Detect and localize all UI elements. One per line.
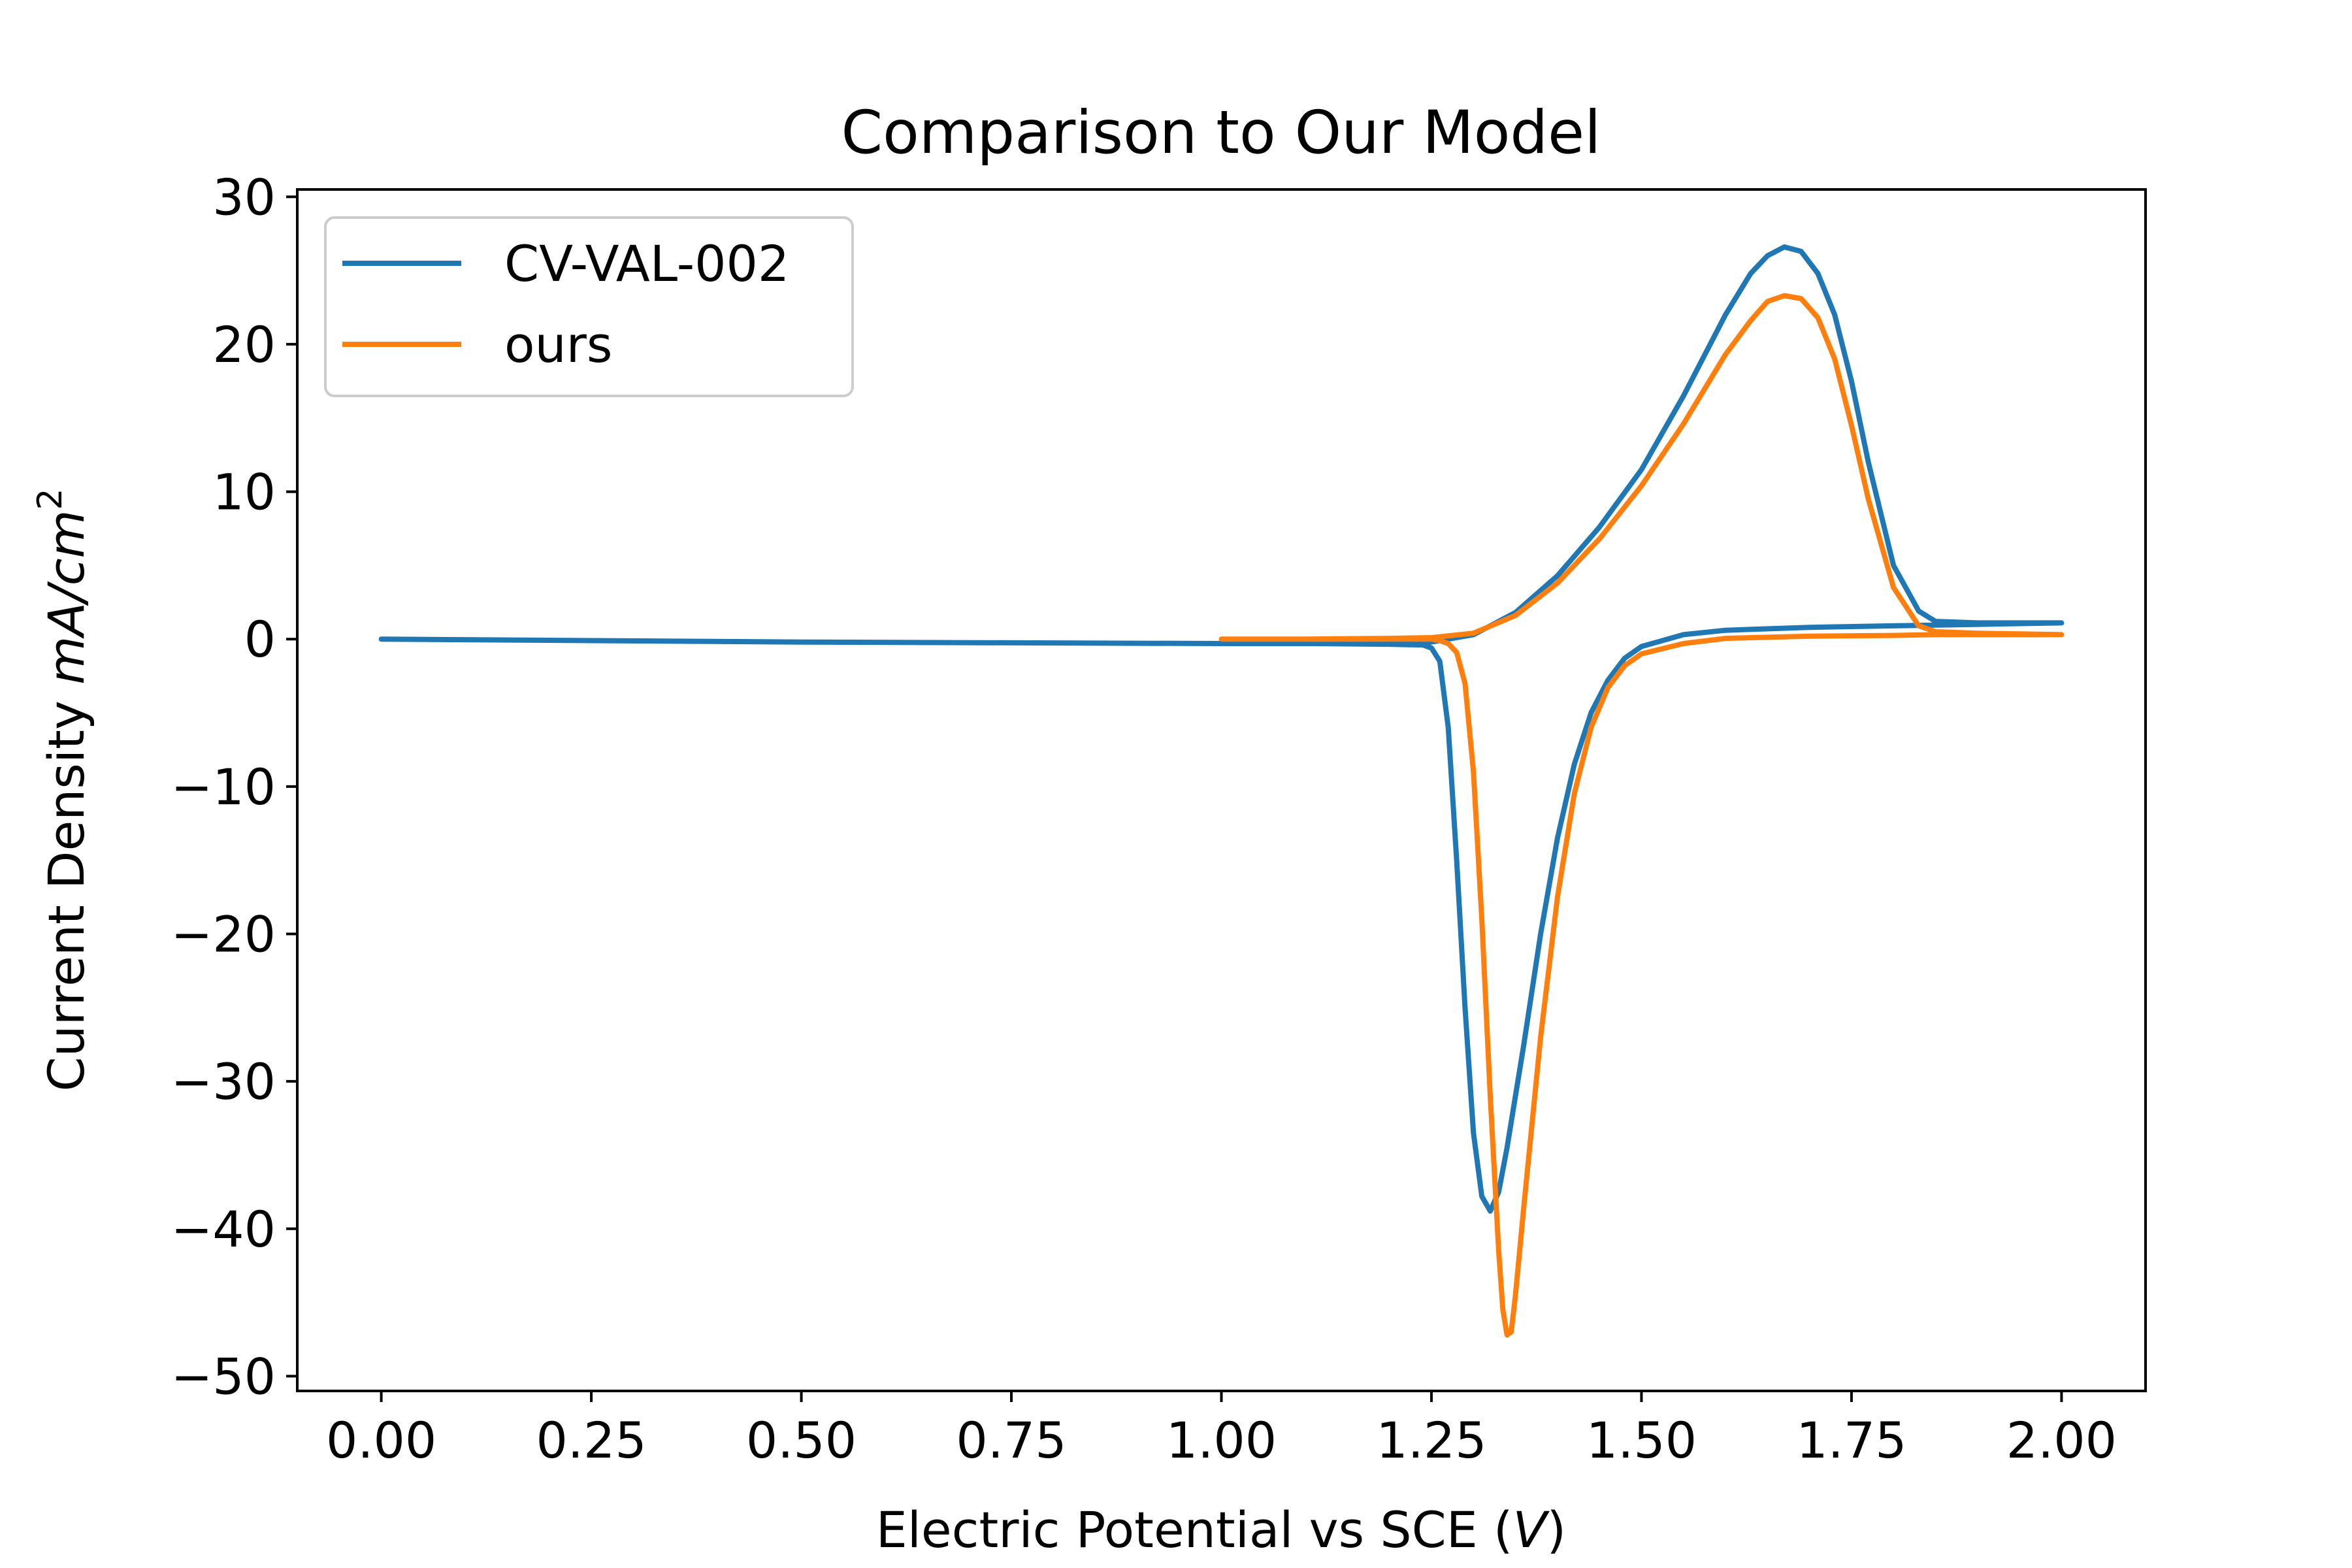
y-tick-label: 30: [212, 168, 276, 226]
x-axis-label-text: Electric Potential vs SCE (: [876, 1501, 1513, 1559]
legend-label-ours: ours: [504, 316, 613, 374]
x-tick-label: 2.00: [2006, 1411, 2117, 1469]
series-layer: [378, 244, 2065, 1338]
legend-label-cv-val-002: CV-VAL-002: [504, 235, 789, 293]
y-tick-label: 10: [212, 463, 276, 521]
y-tick-label: −30: [171, 1053, 276, 1111]
x-tick-label: 1.75: [1796, 1411, 1906, 1469]
plot-area-frame: [296, 188, 2147, 1392]
y-axis-label-italic: mA/cm: [37, 510, 95, 684]
y-tick-label: 0: [244, 610, 276, 668]
series-line-cv-val-002: [378, 244, 2065, 1214]
x-tick-label: 1.00: [1166, 1411, 1277, 1469]
y-tick-label: −40: [171, 1200, 276, 1258]
x-tick-label: 0.25: [536, 1411, 646, 1469]
x-axis-label-suffix: ): [1547, 1501, 1567, 1559]
chart-title: Comparison to Our Model: [841, 99, 1601, 167]
y-tick-label: 20: [212, 316, 276, 374]
series-line-ours: [1218, 293, 2065, 1338]
x-axis-ticks: 0.00 0.25 0.50 0.75 1.00 1.25 1.50 1.75 2.00: [326, 1391, 2117, 1469]
y-tick-label: −10: [171, 758, 276, 816]
x-tick-label: 1.25: [1376, 1411, 1486, 1469]
y-axis-label-text: Current Density: [37, 685, 95, 1092]
x-axis-label-italic: V: [1513, 1501, 1550, 1559]
x-tick-label: 0.50: [746, 1411, 857, 1469]
y-axis-label: Current Density mA/cm2: [31, 488, 95, 1091]
x-axis-label: Electric Potential vs SCE (V): [876, 1501, 1566, 1559]
x-tick-label: 1.50: [1586, 1411, 1697, 1469]
legend: CV-VAL-002 ours: [324, 216, 854, 397]
y-axis-label-sup: 2: [31, 488, 70, 510]
x-tick-label: 0.75: [956, 1411, 1066, 1469]
x-tick-label: 0.00: [326, 1411, 436, 1469]
y-tick-label: −20: [171, 906, 276, 964]
y-axis-ticks: 30 20 10 0 −10 −20 −30 −40 −50: [171, 168, 297, 1405]
y-tick-label: −50: [171, 1347, 276, 1405]
